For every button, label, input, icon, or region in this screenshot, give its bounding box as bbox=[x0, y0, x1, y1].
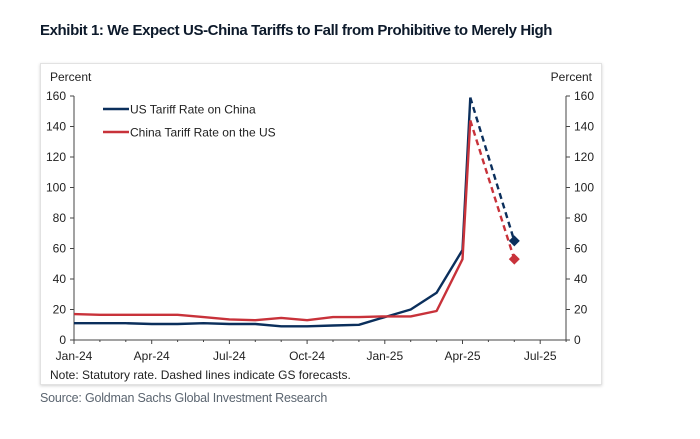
left-y-tick-label: 140 bbox=[46, 120, 66, 134]
right-y-tick-label: 100 bbox=[574, 181, 594, 195]
left-y-tick-label: 100 bbox=[46, 181, 66, 195]
x-tick-label: Jan-25 bbox=[366, 349, 403, 363]
right-y-tick-label: 0 bbox=[574, 333, 581, 347]
right-y-tick-label: 140 bbox=[574, 120, 594, 134]
left-y-axis-label: Percent bbox=[50, 70, 92, 84]
left-y-tick-label: 0 bbox=[59, 333, 66, 347]
forecast-marker-china bbox=[508, 253, 520, 265]
x-tick-label: Apr-24 bbox=[134, 349, 170, 363]
right-y-axis-label: Percent bbox=[551, 70, 593, 84]
right-y-tick-label: 80 bbox=[574, 211, 588, 225]
source-note: Source: Goldman Sachs Global Investment … bbox=[40, 391, 328, 405]
right-y-tick-label: 120 bbox=[574, 150, 594, 164]
legend-label: China Tariff Rate on the US bbox=[130, 126, 276, 140]
right-y-tick-label: 60 bbox=[574, 242, 588, 256]
left-y-tick-label: 20 bbox=[53, 303, 67, 317]
chart-note: Note: Statutory rate. Dashed lines indic… bbox=[50, 368, 351, 382]
right-y-tick-label: 160 bbox=[574, 89, 594, 103]
x-tick-label: Jul-25 bbox=[524, 349, 557, 363]
series-line-us bbox=[74, 97, 472, 328]
x-tick-label: Oct-24 bbox=[289, 349, 325, 363]
left-y-tick-label: 60 bbox=[53, 242, 67, 256]
legend-label: US Tariff Rate on China bbox=[130, 103, 256, 117]
right-y-tick-label: 40 bbox=[574, 272, 588, 286]
forecast-line-us bbox=[469, 97, 516, 242]
right-y-tick-label: 20 bbox=[574, 303, 588, 317]
left-y-tick-label: 120 bbox=[46, 150, 66, 164]
left-y-tick-label: 80 bbox=[53, 211, 67, 225]
x-tick-label: Jul-24 bbox=[213, 349, 246, 363]
left-y-tick-label: 40 bbox=[53, 272, 67, 286]
forecast-marker-us bbox=[508, 235, 520, 247]
x-tick-label: Jan-24 bbox=[56, 349, 93, 363]
forecast-line-china bbox=[469, 120, 516, 260]
left-y-tick-label: 160 bbox=[46, 89, 66, 103]
series-line-china bbox=[73, 120, 472, 322]
x-tick-label: Apr-25 bbox=[444, 349, 480, 363]
exhibit-title: Exhibit 1: We Expect US-China Tariffs to… bbox=[40, 22, 553, 39]
